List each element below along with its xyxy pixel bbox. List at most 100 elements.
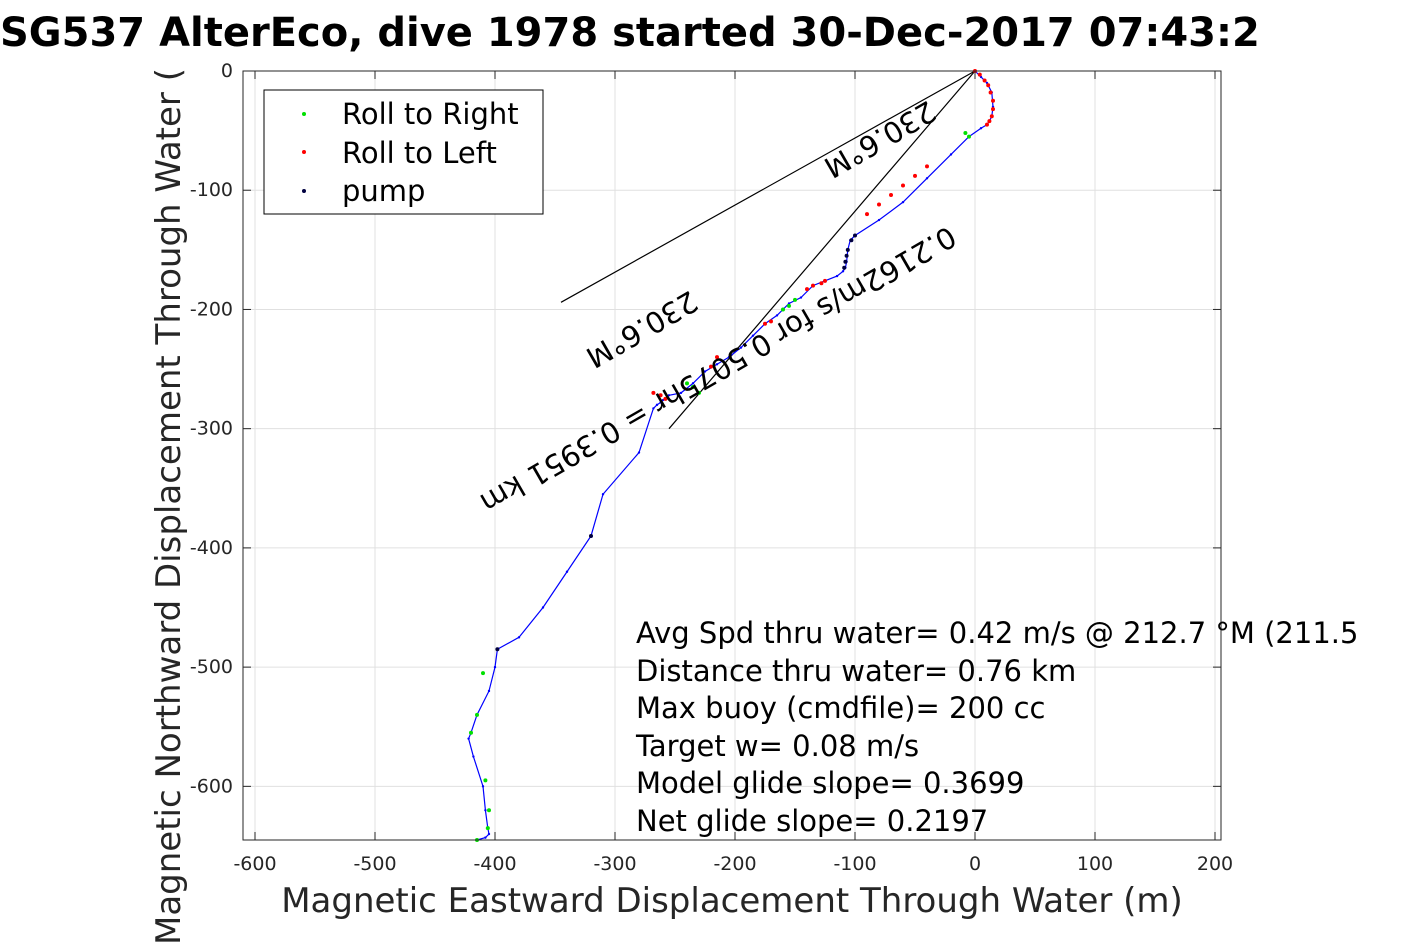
track-point xyxy=(467,737,470,740)
track-point xyxy=(541,606,545,609)
pump-point xyxy=(495,647,500,652)
track-point xyxy=(565,570,569,573)
annotation-net-glide: Net glide slope= 0.2197 xyxy=(636,804,988,838)
roll-left-point xyxy=(877,202,881,207)
roll-right-point xyxy=(691,384,695,389)
legend-marker-pump xyxy=(302,189,306,193)
guide-line xyxy=(560,70,976,303)
track-point xyxy=(841,270,845,273)
roll-left-point xyxy=(985,122,989,127)
annotation-avg-speed: Avg Spd thru water= 0.42 m/s @ 212.7 °M … xyxy=(636,616,1358,650)
pump-point xyxy=(843,259,848,264)
track-point xyxy=(979,127,983,130)
roll-left-point xyxy=(987,119,992,124)
track-point xyxy=(481,785,485,788)
series-layer xyxy=(467,69,995,842)
roll-left-point xyxy=(986,83,991,88)
roll-left-point xyxy=(823,278,827,283)
y-tick-label: -100 xyxy=(190,179,233,201)
axis-ticks: -600 -500 -400 -300 -200 -100 0 100 200 0 -100 -200… xyxy=(190,60,1233,875)
track-point xyxy=(667,394,671,397)
roll-left-point xyxy=(913,173,917,178)
roll-right-point xyxy=(793,297,797,302)
track-point xyxy=(652,407,655,410)
pump-point xyxy=(845,247,850,252)
roll-right-point xyxy=(485,826,490,831)
track-point xyxy=(659,401,662,404)
annotation-max-buoy: Max buoy (cmdfile)= 200 cc xyxy=(636,691,1045,725)
legend: Roll to Right Roll to Left pump xyxy=(263,89,544,215)
x-axis-label: Magnetic Eastward Displacement Through W… xyxy=(281,881,1183,921)
annotation-distance: Distance thru water= 0.76 km xyxy=(636,654,1076,688)
roll-left-point xyxy=(658,393,663,398)
y-axis-label: Magnetic Northward Displacement Through … xyxy=(149,68,189,945)
roll-left-point xyxy=(811,283,815,288)
roll-left-point xyxy=(769,319,773,324)
y-tick-label: -400 xyxy=(190,537,233,559)
track-point xyxy=(601,493,605,496)
track-point xyxy=(739,346,743,349)
track-point xyxy=(949,153,953,156)
track-point xyxy=(751,334,755,337)
x-tick-label: -500 xyxy=(353,853,396,875)
pump-point xyxy=(853,233,857,238)
roll-left-point xyxy=(715,355,719,360)
annotation-model-glide: Model glide slope= 0.3699 xyxy=(636,766,1024,800)
y-tick-label: -300 xyxy=(190,418,233,440)
track-point xyxy=(679,391,683,395)
roll-right-point xyxy=(481,671,485,676)
roll-left-point xyxy=(991,98,995,103)
roll-right-point xyxy=(781,307,785,312)
y-tick-label: 0 xyxy=(221,60,233,82)
roll-left-point xyxy=(663,396,668,401)
annotation-target-w: Target w= 0.08 m/s xyxy=(635,729,919,763)
roll-right-point xyxy=(685,381,689,386)
track-point xyxy=(715,363,719,366)
track-point xyxy=(487,689,491,693)
track-point xyxy=(799,296,803,299)
series-track-line xyxy=(467,70,994,841)
roll-left-point xyxy=(988,90,993,95)
roll-left-point xyxy=(925,164,929,169)
track-point xyxy=(703,370,707,373)
x-tick-label: 0 xyxy=(969,853,981,875)
pump-point xyxy=(842,265,847,270)
roll-left-point xyxy=(819,281,824,286)
track-point xyxy=(472,755,475,758)
roll-left-point xyxy=(805,287,809,292)
stats-annotations: Avg Spd thru water= 0.42 m/s @ 212.7 °M … xyxy=(635,616,1358,838)
roll-left-point xyxy=(991,107,995,112)
track-point xyxy=(484,808,487,812)
track-point xyxy=(925,177,929,180)
roll-left-point xyxy=(989,114,994,119)
roll-right-point xyxy=(487,808,491,813)
roll-right-point xyxy=(967,134,971,139)
roll-left-point xyxy=(651,390,656,395)
chart-title: SG537 AlterEco, dive 1978 started 30-Dec… xyxy=(0,10,1260,56)
track-point xyxy=(637,451,641,454)
pump-point xyxy=(589,533,593,538)
roll-right-point xyxy=(469,730,473,735)
x-tick-label: -300 xyxy=(593,853,636,875)
legend-box xyxy=(263,89,544,215)
x-tick-label: 200 xyxy=(1197,853,1233,875)
roll-right-point xyxy=(697,390,701,395)
y-tick-label: -200 xyxy=(190,298,233,320)
guide-line xyxy=(668,70,976,430)
track-point xyxy=(691,382,695,385)
track-point xyxy=(484,836,487,839)
legend-marker-roll-right xyxy=(302,112,306,116)
track-point xyxy=(493,665,497,669)
roll-left-point xyxy=(709,364,713,369)
plot-frame xyxy=(242,70,1222,841)
roll-right-point xyxy=(483,778,488,783)
track-point xyxy=(517,636,521,639)
guide-lines xyxy=(560,70,976,430)
legend-entry-pump: pump xyxy=(342,174,425,208)
track-point xyxy=(835,274,839,278)
roll-left-point xyxy=(901,183,905,188)
roll-left-point xyxy=(982,78,987,83)
roll-left-point xyxy=(763,321,767,326)
track-point xyxy=(727,355,731,359)
x-tick-label: -400 xyxy=(473,853,516,875)
